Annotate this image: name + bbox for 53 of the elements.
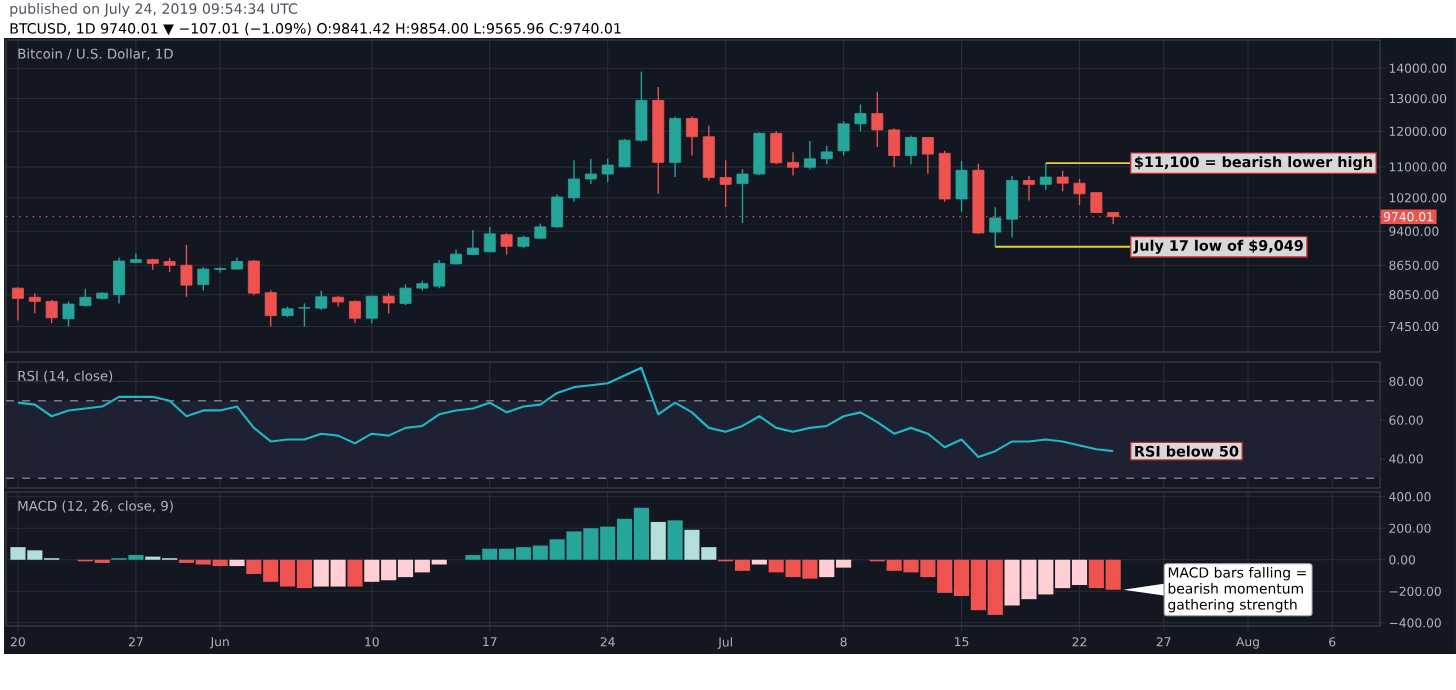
candlestick	[770, 130, 783, 165]
candlestick	[1022, 175, 1035, 202]
candlestick	[433, 259, 446, 289]
candlestick	[618, 138, 631, 168]
candlestick	[989, 206, 1002, 248]
candlestick	[349, 299, 361, 324]
bar	[229, 559, 245, 567]
candlestick	[45, 299, 58, 324]
candlestick	[113, 257, 126, 305]
candlestick	[399, 283, 412, 306]
candlestick	[180, 244, 193, 298]
candlestick	[1073, 178, 1086, 206]
candlestick	[584, 158, 597, 185]
bar	[650, 521, 666, 560]
candlestick	[871, 90, 884, 148]
candlestick	[264, 289, 277, 328]
candlestick	[298, 302, 311, 328]
candlestick	[365, 295, 378, 324]
candlestick	[921, 136, 934, 175]
candlestick	[635, 71, 648, 143]
candlestick	[905, 134, 917, 165]
candlestick	[1056, 169, 1069, 193]
candlestick	[28, 292, 41, 315]
candlestick	[736, 168, 749, 224]
candlestick	[854, 103, 867, 132]
candlestick	[315, 289, 328, 311]
candlestick	[483, 226, 496, 253]
candlestick	[938, 150, 951, 203]
candlestick	[787, 151, 800, 177]
candlestick	[551, 193, 564, 229]
candlestick	[1006, 175, 1019, 239]
candlestick	[247, 259, 260, 296]
bar	[667, 520, 683, 560]
candlestick	[955, 160, 968, 213]
candlestick	[1039, 162, 1052, 191]
candlestick	[12, 286, 24, 322]
candlestick	[601, 158, 614, 183]
candlestick	[702, 125, 715, 182]
candlestick	[568, 159, 580, 203]
candlestick	[820, 145, 833, 165]
candlestick	[888, 127, 901, 168]
candlestick	[753, 131, 766, 176]
candlestick	[685, 115, 698, 157]
candlestick	[837, 120, 850, 157]
candlestick	[466, 229, 479, 256]
candlestick	[197, 266, 210, 292]
candlestick	[62, 300, 75, 328]
bar	[347, 559, 363, 587]
candlestick	[669, 115, 682, 178]
candlestick	[719, 159, 732, 208]
candlestick	[803, 140, 816, 171]
candlestick	[382, 292, 395, 315]
candlestick	[500, 232, 513, 256]
